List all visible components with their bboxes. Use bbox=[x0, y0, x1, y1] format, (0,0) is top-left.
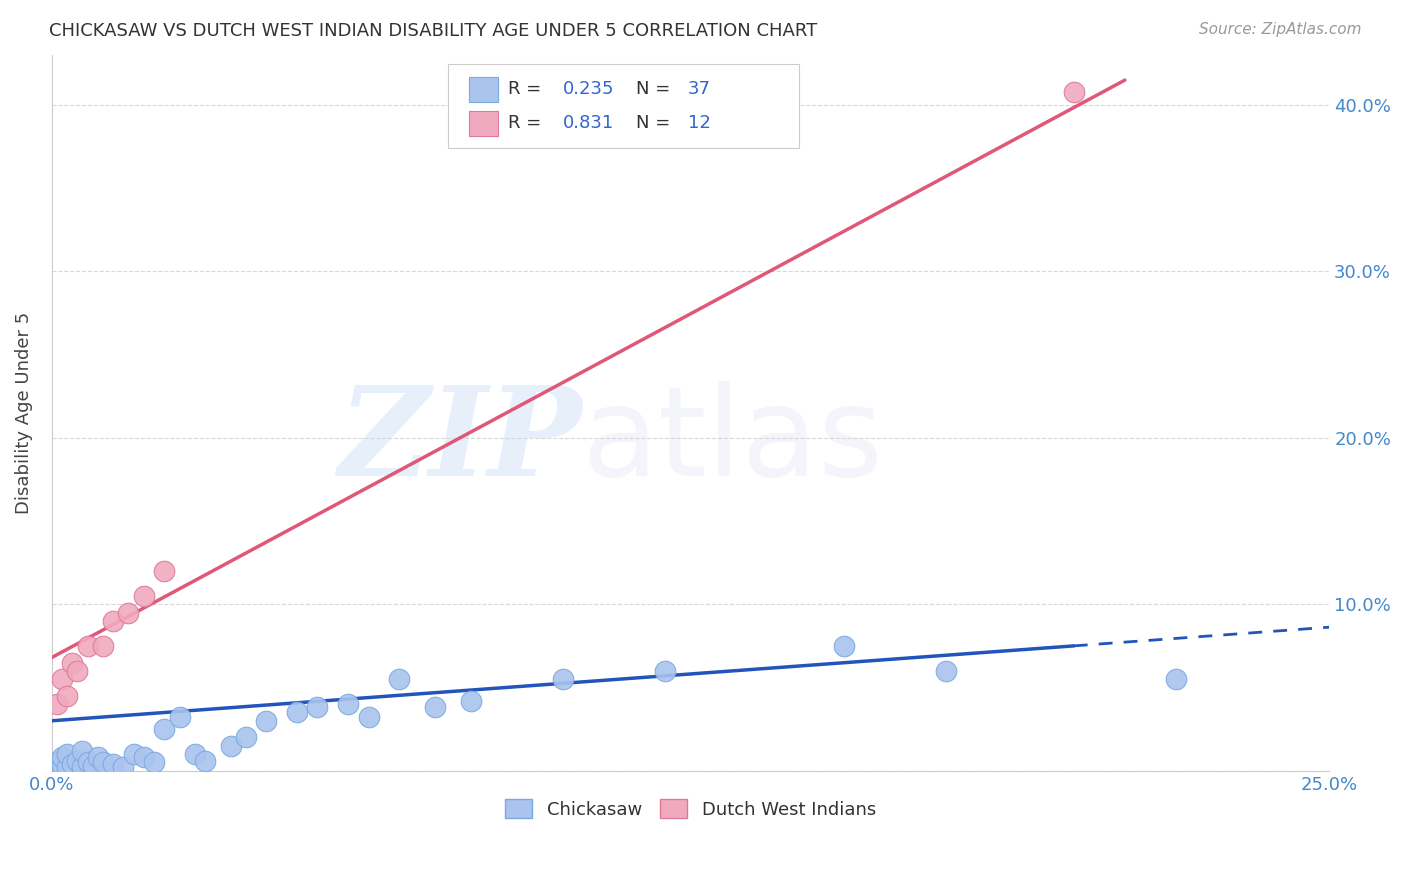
Text: N =: N = bbox=[636, 80, 675, 98]
Point bbox=[307, 700, 329, 714]
Point bbox=[101, 614, 124, 628]
Point bbox=[45, 756, 67, 770]
Point bbox=[56, 760, 79, 774]
Y-axis label: Disability Age Under 5: Disability Age Under 5 bbox=[15, 312, 32, 514]
Point bbox=[142, 756, 165, 770]
Point bbox=[153, 722, 176, 736]
Point bbox=[91, 756, 114, 770]
Text: 37: 37 bbox=[688, 80, 711, 98]
Point bbox=[112, 760, 135, 774]
Point bbox=[56, 689, 79, 703]
Text: 0.831: 0.831 bbox=[562, 114, 614, 132]
Point bbox=[654, 664, 676, 678]
Point bbox=[51, 750, 73, 764]
Point bbox=[122, 747, 145, 761]
Point bbox=[45, 697, 67, 711]
Point bbox=[87, 750, 110, 764]
Point bbox=[551, 672, 574, 686]
Point bbox=[91, 639, 114, 653]
FancyBboxPatch shape bbox=[470, 78, 498, 102]
Point bbox=[254, 714, 277, 728]
Text: ZIP: ZIP bbox=[339, 381, 582, 502]
Point bbox=[235, 731, 257, 745]
Text: N =: N = bbox=[636, 114, 675, 132]
Point bbox=[72, 744, 94, 758]
Point bbox=[1164, 672, 1187, 686]
Point bbox=[51, 758, 73, 772]
Point bbox=[60, 757, 83, 772]
Point bbox=[132, 750, 155, 764]
Point bbox=[82, 758, 104, 772]
Point bbox=[184, 747, 207, 761]
Point bbox=[935, 664, 957, 678]
Point bbox=[285, 706, 308, 720]
Point bbox=[219, 739, 242, 753]
Text: CHICKASAW VS DUTCH WEST INDIAN DISABILITY AGE UNDER 5 CORRELATION CHART: CHICKASAW VS DUTCH WEST INDIAN DISABILIT… bbox=[49, 22, 817, 40]
Point bbox=[423, 700, 446, 714]
Point bbox=[66, 664, 89, 678]
Text: 0.235: 0.235 bbox=[562, 80, 614, 98]
Point bbox=[832, 639, 855, 653]
Point bbox=[76, 639, 98, 653]
Legend: Chickasaw, Dutch West Indians: Chickasaw, Dutch West Indians bbox=[498, 792, 883, 826]
Point bbox=[337, 697, 360, 711]
Point bbox=[101, 757, 124, 772]
Point bbox=[56, 747, 79, 761]
Point bbox=[194, 754, 217, 768]
Text: Source: ZipAtlas.com: Source: ZipAtlas.com bbox=[1198, 22, 1361, 37]
Point bbox=[169, 710, 191, 724]
Point bbox=[132, 589, 155, 603]
FancyBboxPatch shape bbox=[470, 112, 498, 136]
Text: R =: R = bbox=[508, 114, 547, 132]
Point bbox=[153, 564, 176, 578]
Point bbox=[76, 756, 98, 770]
Text: R =: R = bbox=[508, 80, 547, 98]
Point bbox=[66, 754, 89, 768]
Point bbox=[388, 672, 411, 686]
Point bbox=[51, 672, 73, 686]
Point bbox=[60, 656, 83, 670]
Point bbox=[117, 606, 139, 620]
Text: 12: 12 bbox=[688, 114, 711, 132]
Point bbox=[357, 710, 380, 724]
Point bbox=[1063, 85, 1085, 99]
Point bbox=[72, 760, 94, 774]
FancyBboxPatch shape bbox=[447, 63, 799, 148]
Point bbox=[460, 694, 482, 708]
Text: atlas: atlas bbox=[582, 381, 884, 502]
